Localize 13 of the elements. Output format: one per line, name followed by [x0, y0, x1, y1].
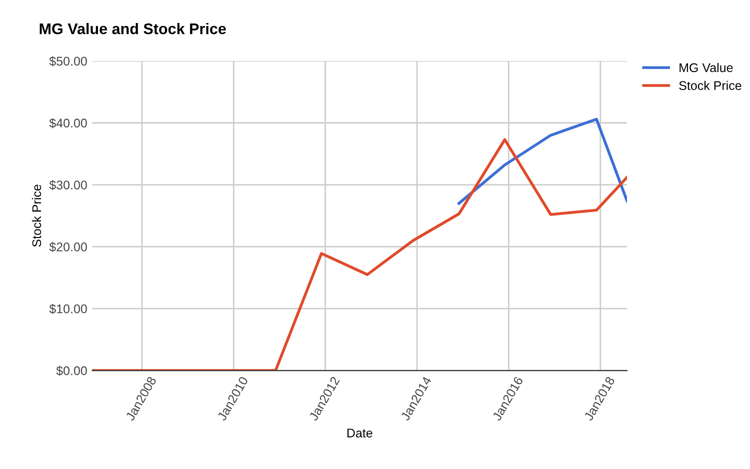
line-series	[458, 118, 627, 205]
legend-label: MG Value	[680, 62, 733, 72]
y-tick-label: $40.00	[49, 118, 87, 128]
y-axis-title: Stock Price	[32, 184, 42, 247]
y-tick-label: $50.00	[49, 56, 87, 66]
y-tick-label: $10.00	[49, 304, 87, 314]
line-series	[92, 138, 627, 371]
x-axis-title: Date	[347, 428, 372, 438]
chart-title: MG Value and Stock Price	[40, 22, 226, 34]
y-tick-label: $0.00	[56, 366, 87, 376]
y-tick-label: $20.00	[49, 242, 87, 252]
y-tick-label: $30.00	[49, 180, 87, 190]
legend-label: Stock Price	[679, 80, 742, 90]
